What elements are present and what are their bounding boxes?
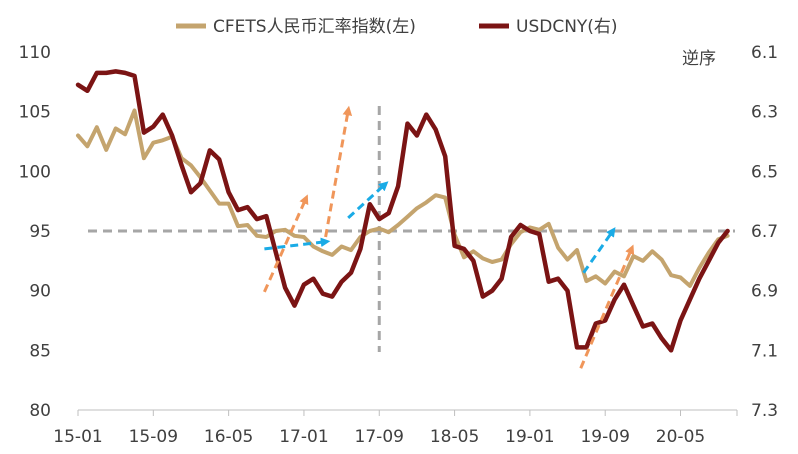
trend-arrow <box>579 244 635 369</box>
trend-arrows <box>263 105 635 369</box>
right-tick-label: 6.9 <box>751 282 778 302</box>
x-axis-ticks: 15-01 15-09 16-05 17-01 17-09 18-05 19-01 19-09… <box>53 427 705 447</box>
left-tick-label: 95 <box>29 222 51 242</box>
left-axis-ticks: 110 105 100 95 90 85 80 <box>19 43 51 421</box>
series-lines <box>75 69 730 353</box>
x-tick-label: 20-05 <box>656 427 705 447</box>
left-tick-label: 100 <box>19 162 51 182</box>
axes <box>77 409 738 416</box>
x-tick-label: 17-01 <box>279 427 328 447</box>
legend-label-usdcny: USDCNY(右) <box>516 17 618 37</box>
trend-arrow <box>264 237 331 251</box>
right-tick-label: 7.1 <box>751 341 778 361</box>
trend-arrow <box>324 105 353 238</box>
left-tick-label: 90 <box>29 282 51 302</box>
right-tick-label: 6.5 <box>751 162 778 182</box>
left-tick-label: 85 <box>29 341 51 361</box>
x-tick-label: 15-01 <box>53 427 102 447</box>
left-tick-label: 110 <box>19 43 51 63</box>
legend-label-cfets: CFETS人民币汇率指数(左) <box>213 17 416 37</box>
right-tick-label: 6.7 <box>751 222 778 242</box>
x-tick-label: 15-09 <box>129 427 178 447</box>
right-tick-label: 7.3 <box>751 401 778 421</box>
x-tick-label: 19-09 <box>580 427 629 447</box>
right-axis-note: 逆序 <box>682 49 716 69</box>
trend-arrow <box>347 181 389 219</box>
x-tick-label: 17-09 <box>355 427 404 447</box>
x-tick-label: 19-01 <box>505 427 554 447</box>
left-tick-label: 105 <box>19 103 51 123</box>
series-line-cfets <box>76 108 730 288</box>
x-tick-label: 16-05 <box>204 427 253 447</box>
right-axis-ticks: 6.1 6.3 6.5 6.7 6.9 7.1 7.3 <box>751 43 778 421</box>
right-tick-label: 6.3 <box>751 103 778 123</box>
series-line-usdcny <box>75 69 730 353</box>
trend-arrow <box>582 227 616 274</box>
x-tick-label: 18-05 <box>430 427 479 447</box>
right-tick-label: 6.1 <box>751 43 778 63</box>
trend-arrow <box>263 194 309 293</box>
legend: CFETS人民币汇率指数(左) USDCNY(右) <box>176 17 618 37</box>
left-tick-label: 80 <box>29 401 51 421</box>
